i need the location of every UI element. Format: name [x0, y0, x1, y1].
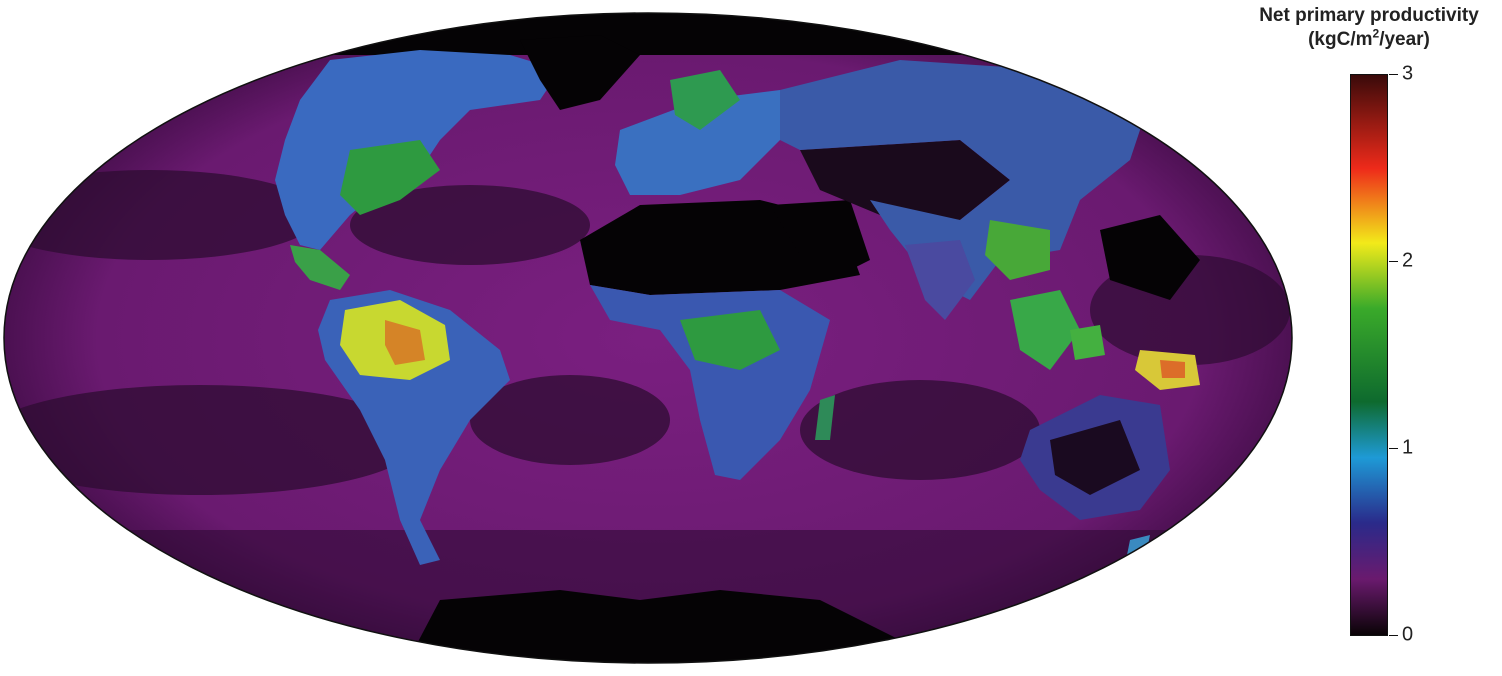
colorbar-tick-label: 1	[1402, 436, 1414, 459]
colorbar-tick	[1389, 261, 1398, 262]
legend-unit: (kgC/m2/year)	[1236, 28, 1502, 52]
legend-unit-suffix: /year)	[1379, 29, 1430, 50]
central-asia-desert	[800, 140, 1010, 220]
globe-outline	[3, 12, 1293, 664]
kamchatka-japan	[1100, 215, 1200, 300]
north-america-east-forest	[340, 140, 440, 215]
madagascar	[815, 395, 835, 440]
borneo	[1070, 325, 1105, 360]
colorbar-tick	[1389, 74, 1398, 75]
legend-unit-superscript: 2	[1372, 26, 1380, 41]
east-asia-forest	[985, 220, 1050, 280]
south-atlantic-gyre	[470, 375, 670, 465]
greenland	[520, 35, 640, 110]
amazon-core	[385, 320, 425, 365]
india	[905, 240, 975, 320]
colorbar	[1350, 74, 1388, 636]
asia	[780, 60, 1150, 300]
europe	[615, 90, 780, 195]
congo-forest	[680, 310, 780, 370]
arctic	[300, 13, 1000, 55]
colorbar-tick-label: 2	[1402, 249, 1414, 272]
legend-title: Net primary productivity (kgC/m2/year)	[1236, 4, 1502, 52]
central-america	[290, 245, 350, 290]
colorbar-tick-label: 3	[1402, 62, 1414, 85]
australia-interior	[1050, 420, 1140, 495]
legend-unit-prefix: (kgC/m	[1308, 29, 1373, 50]
colorbar-tick	[1389, 635, 1398, 636]
colorbar-tick	[1389, 448, 1398, 449]
north-atlantic-gyre	[350, 185, 590, 265]
legend-title-line1: Net primary productivity	[1259, 5, 1479, 26]
south-pacific-gyre	[4, 385, 420, 495]
colorbar-tick-label: 0	[1402, 623, 1414, 646]
new-guinea-core	[1160, 360, 1185, 378]
indian-ocean-gyre	[800, 380, 1040, 480]
arabia	[770, 200, 870, 275]
southeast-asia	[1010, 290, 1080, 370]
world-map	[3, 12, 1293, 664]
scandinavia	[670, 70, 740, 130]
